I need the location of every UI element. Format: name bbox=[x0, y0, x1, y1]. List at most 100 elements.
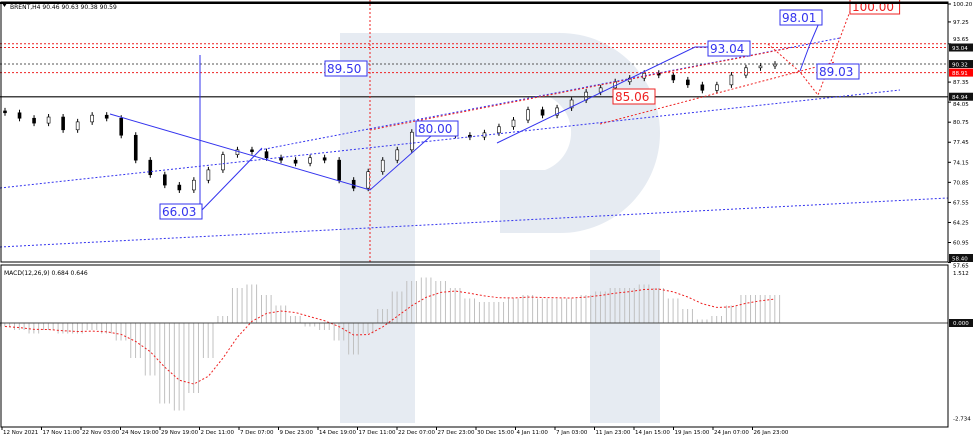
candle-body bbox=[366, 171, 371, 189]
price-marker-label: 58.40 bbox=[952, 257, 968, 263]
candle-body bbox=[409, 131, 414, 151]
y-tick-label: 100.20 bbox=[953, 2, 973, 8]
candle-body bbox=[119, 117, 124, 136]
x-tick-label: 17 Nov 11:00 bbox=[43, 430, 81, 436]
candle-body bbox=[104, 114, 109, 119]
candle-body bbox=[32, 117, 36, 124]
y-tick-label: 80.75 bbox=[953, 120, 969, 126]
candle-body bbox=[206, 169, 211, 181]
x-tick-label: 19 Jan 15:00 bbox=[675, 430, 710, 436]
price-marker-box bbox=[949, 60, 973, 69]
macd-signal-line bbox=[4, 288, 776, 385]
candle-body bbox=[221, 154, 225, 171]
wave-line-up-1 bbox=[199, 147, 263, 213]
candle-body bbox=[569, 99, 574, 109]
candle-body bbox=[308, 157, 312, 164]
annotation-label: 85.06 bbox=[615, 90, 649, 104]
x-tick-label: 30 Dec 15:00 bbox=[477, 430, 514, 436]
candle-body bbox=[17, 112, 22, 119]
forecast-wave-red bbox=[767, 5, 853, 97]
wave-line-down bbox=[109, 113, 441, 191]
y-tick-label: 77.45 bbox=[953, 140, 969, 146]
y-tick-label: 97.25 bbox=[953, 20, 969, 26]
red-channel-upper-line bbox=[369, 47, 791, 131]
price-pane[interactable] bbox=[3, 61, 777, 193]
y-tick-label: 70.85 bbox=[953, 180, 969, 186]
candle-body bbox=[148, 159, 153, 176]
channel-middle-line bbox=[0, 89, 901, 189]
candle-body bbox=[686, 79, 690, 86]
candle-body bbox=[526, 109, 530, 121]
symbol-info: BRENT,H4 90.46 90.63 90.38 90.59 bbox=[10, 4, 117, 11]
candle-body bbox=[700, 84, 705, 91]
candle-body bbox=[46, 116, 51, 124]
y-tick-label: 93.65 bbox=[953, 37, 969, 43]
macd-zero-marker bbox=[949, 319, 973, 327]
candle-body bbox=[61, 116, 65, 131]
candle-body bbox=[293, 159, 298, 164]
annotation-box bbox=[159, 203, 203, 220]
candle-body bbox=[264, 151, 269, 159]
y-tick-label: 60.95 bbox=[953, 241, 969, 247]
price-marker-label: 90.32 bbox=[952, 63, 968, 69]
price-marker-box bbox=[949, 92, 973, 101]
price-marker-label: 93.04 bbox=[952, 46, 968, 52]
price-marker-box bbox=[949, 43, 973, 52]
annotation-label: 80.00 bbox=[418, 122, 452, 136]
macd-pane-frame bbox=[0, 264, 949, 428]
annotation-box bbox=[816, 63, 860, 80]
candle-body bbox=[758, 65, 763, 69]
x-tick-label: 14 Dec 19:00 bbox=[319, 430, 356, 436]
price-marker-label: 88.91 bbox=[952, 71, 968, 77]
candle-body bbox=[337, 159, 341, 181]
annotation-box bbox=[415, 120, 459, 137]
candle-body bbox=[235, 149, 240, 155]
x-tick-label: 11 Jan 23:00 bbox=[596, 430, 631, 436]
x-tick-label: 4 Jan 11:00 bbox=[517, 430, 549, 436]
x-tick-label: 24 Jan 07:00 bbox=[714, 430, 749, 436]
annotation-box bbox=[707, 40, 751, 57]
macd-info: MACD(12,26,9) 0.684 0.646 bbox=[4, 270, 88, 277]
y-tick-label: 84.05 bbox=[953, 102, 969, 108]
macd-tick-label: -2.734 bbox=[953, 417, 971, 423]
y-tick-label: 57.65 bbox=[953, 264, 969, 270]
x-tick-label: 22 Nov 03:00 bbox=[82, 430, 120, 436]
y-tick-label: 67.55 bbox=[953, 200, 969, 206]
candle-body bbox=[598, 87, 603, 93]
y-tick-label: 64.25 bbox=[953, 220, 969, 226]
annotation-label: 89.03 bbox=[819, 65, 853, 79]
x-tick-label: 27 Dec 23:00 bbox=[438, 430, 475, 436]
wave-line-up-2 bbox=[496, 46, 708, 144]
candle-body bbox=[133, 134, 138, 161]
annotation-label: 66.03 bbox=[162, 205, 196, 219]
x-tick-label: 7 Jan 03:00 bbox=[556, 430, 588, 436]
annotation-box bbox=[779, 9, 823, 26]
candle-body bbox=[715, 84, 719, 91]
candle-body bbox=[279, 157, 283, 161]
x-tick-label: 2 Dec 11:00 bbox=[201, 430, 235, 436]
x-tick-label: 12 Nov 2021 bbox=[3, 430, 38, 436]
candle-body bbox=[3, 110, 7, 114]
candle-body bbox=[177, 184, 182, 191]
candle-body bbox=[192, 179, 196, 191]
red-channel-line bbox=[599, 61, 836, 125]
x-tick-label: 24 Nov 19:00 bbox=[122, 430, 160, 436]
annotation-label: 98.01 bbox=[782, 11, 816, 25]
candle-body bbox=[744, 67, 748, 76]
macd-tick-label: 0.000 bbox=[953, 321, 969, 327]
candle-body bbox=[671, 74, 676, 81]
y-tick-label: 74.15 bbox=[953, 160, 969, 166]
candle-body bbox=[163, 174, 167, 186]
collapse-triangle-icon[interactable] bbox=[2, 3, 7, 7]
candle-body bbox=[497, 126, 501, 134]
x-tick-label: 7 Dec 07:00 bbox=[240, 430, 274, 436]
candle-body bbox=[540, 109, 545, 116]
annotation-label: 89.50 bbox=[327, 62, 361, 76]
annotation-label: 93.04 bbox=[710, 42, 744, 56]
x-tick-label: 14 Jan 15:00 bbox=[635, 430, 670, 436]
price-marker-label: 84.94 bbox=[952, 95, 968, 101]
macd-pane[interactable] bbox=[0, 277, 948, 411]
candle-body bbox=[395, 149, 400, 161]
